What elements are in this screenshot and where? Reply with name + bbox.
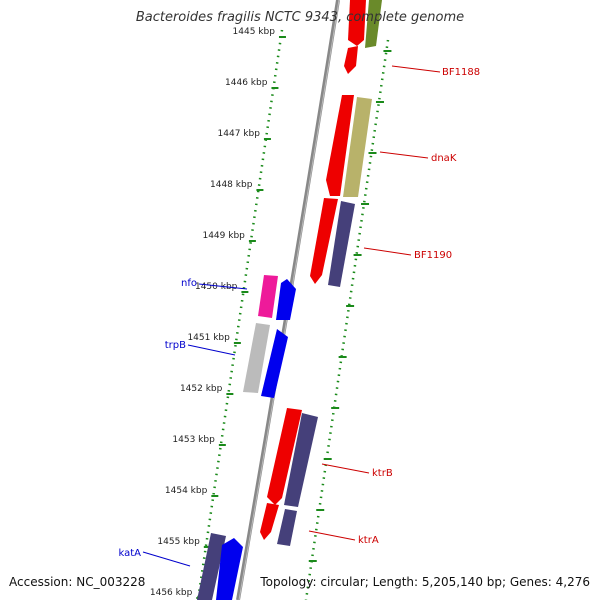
gene-label: BF1190 bbox=[414, 250, 452, 261]
tick-label: 1454 kbp bbox=[165, 486, 208, 496]
tick-label: 1446 kbp bbox=[225, 78, 268, 88]
gene-label: ktrB bbox=[372, 468, 393, 479]
tick-label: 1449 kbp bbox=[202, 231, 245, 241]
gene-navy-ktrb bbox=[284, 413, 318, 507]
gene-callouts: BF1188 dnaK BF1190 ktrB ktrA nfo trpB katA bbox=[118, 65, 480, 567]
callout-line bbox=[308, 530, 356, 541]
tick-label: 1452 kbp bbox=[180, 384, 223, 394]
gene-navy-1 bbox=[328, 201, 355, 287]
callout-line bbox=[363, 247, 412, 256]
gene-label: trpB bbox=[165, 340, 186, 351]
callout-line bbox=[379, 151, 429, 159]
gene-label: nfo bbox=[181, 278, 197, 289]
gene-grey-trpb bbox=[243, 323, 270, 393]
gene-red bbox=[348, 0, 366, 46]
tick-label: 1447 kbp bbox=[218, 129, 261, 139]
gene-red-bf1188 bbox=[344, 46, 358, 74]
map-title: Bacteroides fragilis NCTC 9343, complete… bbox=[135, 10, 465, 25]
callout-line bbox=[321, 463, 370, 474]
callout-line bbox=[142, 551, 191, 567]
gene-blue-kata bbox=[216, 538, 243, 600]
gene-label: BF1188 bbox=[442, 67, 480, 78]
gene-red-ktrb bbox=[267, 408, 302, 505]
tick-label: 1456 kbp bbox=[150, 588, 193, 598]
gene-navy-ktra bbox=[277, 509, 297, 546]
gene-red-ktra bbox=[260, 503, 279, 540]
callout-line bbox=[198, 283, 248, 290]
gene-red-bf1190 bbox=[310, 198, 338, 284]
topology-label: Topology: circular; Length: 5,205,140 bp… bbox=[260, 575, 590, 589]
tick-label: 1453 kbp bbox=[172, 435, 215, 445]
callout-line bbox=[187, 344, 236, 356]
gene-olive-dnak bbox=[343, 97, 372, 197]
gene-blue-2 bbox=[261, 329, 288, 398]
tick-label: 1450 kbp bbox=[195, 282, 238, 292]
gene-dark-green bbox=[365, 0, 382, 48]
tick-labels: 1445 kbp 1446 kbp 1447 kbp 1448 kbp 1449 kbp… bbox=[150, 27, 275, 598]
gene-label: dnaK bbox=[431, 153, 457, 164]
callout-line bbox=[391, 65, 441, 73]
tick-label: 1455 kbp bbox=[157, 537, 200, 547]
accession-label: Accession: NC_003228 bbox=[9, 575, 146, 589]
gene-red-1 bbox=[326, 95, 354, 196]
gene-blue-1 bbox=[276, 279, 296, 320]
tick-label: 1448 kbp bbox=[210, 180, 253, 190]
tick-label: 1445 kbp bbox=[233, 27, 276, 37]
gene-features bbox=[197, 0, 382, 600]
gene-label: ktrA bbox=[358, 535, 379, 546]
gene-navy-kata bbox=[197, 533, 226, 600]
tick-label: 1451 kbp bbox=[187, 333, 230, 343]
gene-magenta-nfo bbox=[258, 275, 278, 318]
gene-label: katA bbox=[118, 548, 141, 559]
